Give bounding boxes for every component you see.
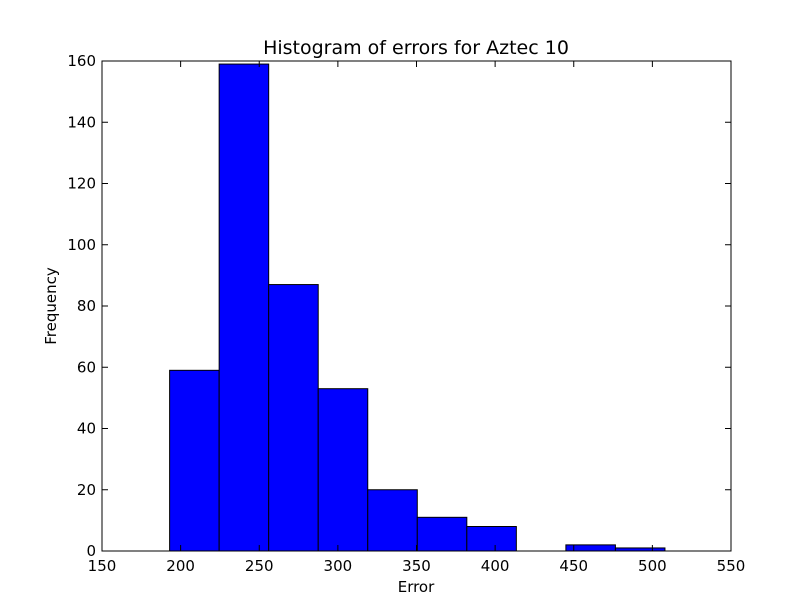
- x-tick-label: 150: [88, 557, 117, 575]
- x-tick-label: 400: [481, 557, 510, 575]
- y-tick-label: 20: [77, 481, 96, 499]
- x-tick-label: 350: [402, 557, 431, 575]
- histogram-bar: [466, 526, 517, 552]
- y-tick-label: 0: [86, 542, 96, 560]
- histogram-bar: [218, 63, 270, 552]
- y-tick-label: 40: [77, 420, 96, 438]
- y-tick-label: 140: [67, 113, 96, 131]
- histogram-bar: [268, 284, 319, 552]
- histogram-bar: [367, 489, 418, 552]
- y-tick-label: 100: [67, 236, 96, 254]
- x-tick-label: 250: [245, 557, 274, 575]
- plot-frame: [101, 60, 732, 552]
- y-tick-label: 160: [67, 52, 96, 70]
- histogram-bars: [169, 63, 666, 552]
- histogram-bar: [416, 516, 468, 552]
- x-tick-label: 550: [717, 557, 746, 575]
- y-tick-label: 60: [77, 358, 96, 376]
- x-tick-label: 450: [559, 557, 588, 575]
- axis-ticks: 150 200 250 300 350 400 450 500 550 0 20 40 60 80 100 1…: [67, 52, 745, 575]
- x-tick-label: 500: [638, 557, 667, 575]
- histogram-bar: [169, 369, 220, 552]
- chart-title: Histogram of errors for Aztec 10: [263, 37, 569, 59]
- y-tick-label: 120: [67, 175, 96, 193]
- x-axis-label: Error: [398, 578, 435, 596]
- y-tick-label: 80: [77, 297, 96, 315]
- y-axis-label: Frequency: [42, 267, 60, 345]
- histogram-bar: [317, 388, 369, 552]
- x-tick-label: 300: [324, 557, 353, 575]
- x-tick-label: 200: [166, 557, 195, 575]
